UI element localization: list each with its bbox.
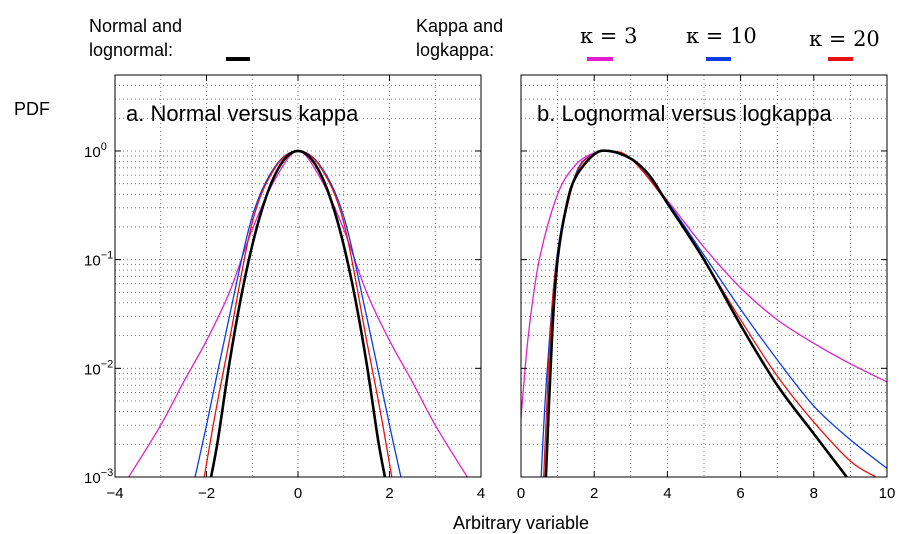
legend: Normal and lognormal: Kappa and logkappa… [89,16,880,61]
panel-b: 0 2 4 6 8 10 b. Lognormal versus logkappa [517,74,896,502]
legend-kappa10-label: κ = 10 [686,24,757,48]
panel-a-series-normal [209,149,387,477]
x-tick-label: 4 [663,485,671,502]
panel-a-ticks: −4 −2 0 2 4 100 10−1 10−2 10−3 [84,75,485,502]
panel-b-grid [521,75,887,477]
legend-normal-label-line1: Normal and [89,16,182,36]
x-tick-label: 2 [590,485,598,502]
panel-b-frame [520,74,888,478]
x-axis-label: Arbitrary variable [453,513,589,533]
x-tick-label: 4 [477,485,485,502]
panel-b-curves [521,149,887,477]
panel-a: −4 −2 0 2 4 100 10−1 10−2 10−3 a. Normal versus … [84,74,485,502]
y-tick-label: 10−3 [84,467,113,487]
panel-b-series-normal [544,149,848,477]
panel-a-title: a. Normal versus kappa [126,101,359,126]
x-tick-label: −2 [198,485,215,502]
legend-kappa-label-line1: Kappa and [416,16,503,36]
x-tick-label: 0 [517,485,525,502]
legend-kappa3-label: κ = 3 [580,24,637,48]
x-tick-label: −4 [106,485,123,502]
x-tick-label: 6 [736,485,744,502]
legend-kappa20-label: κ = 20 [809,27,880,51]
y-tick-label: 10−2 [84,358,113,378]
legend-normal-label-line2: lognormal: [89,40,173,60]
x-tick-label: 0 [294,485,302,502]
x-tick-label: 8 [810,485,818,502]
x-tick-label: 10 [879,485,896,502]
x-tick-label: 2 [385,485,393,502]
panel-a-curves [128,149,468,477]
panel-b-ticks: 0 2 4 6 8 10 [517,75,896,502]
panel-a-grid [115,75,481,477]
legend-kappa-label-line2: logkappa: [416,40,494,60]
y-tick-label: 100 [84,141,107,161]
y-axis-label: PDF [14,99,50,119]
panel-b-title: b. Lognormal versus logkappa [537,101,832,126]
y-tick-label: 10−1 [84,250,113,270]
